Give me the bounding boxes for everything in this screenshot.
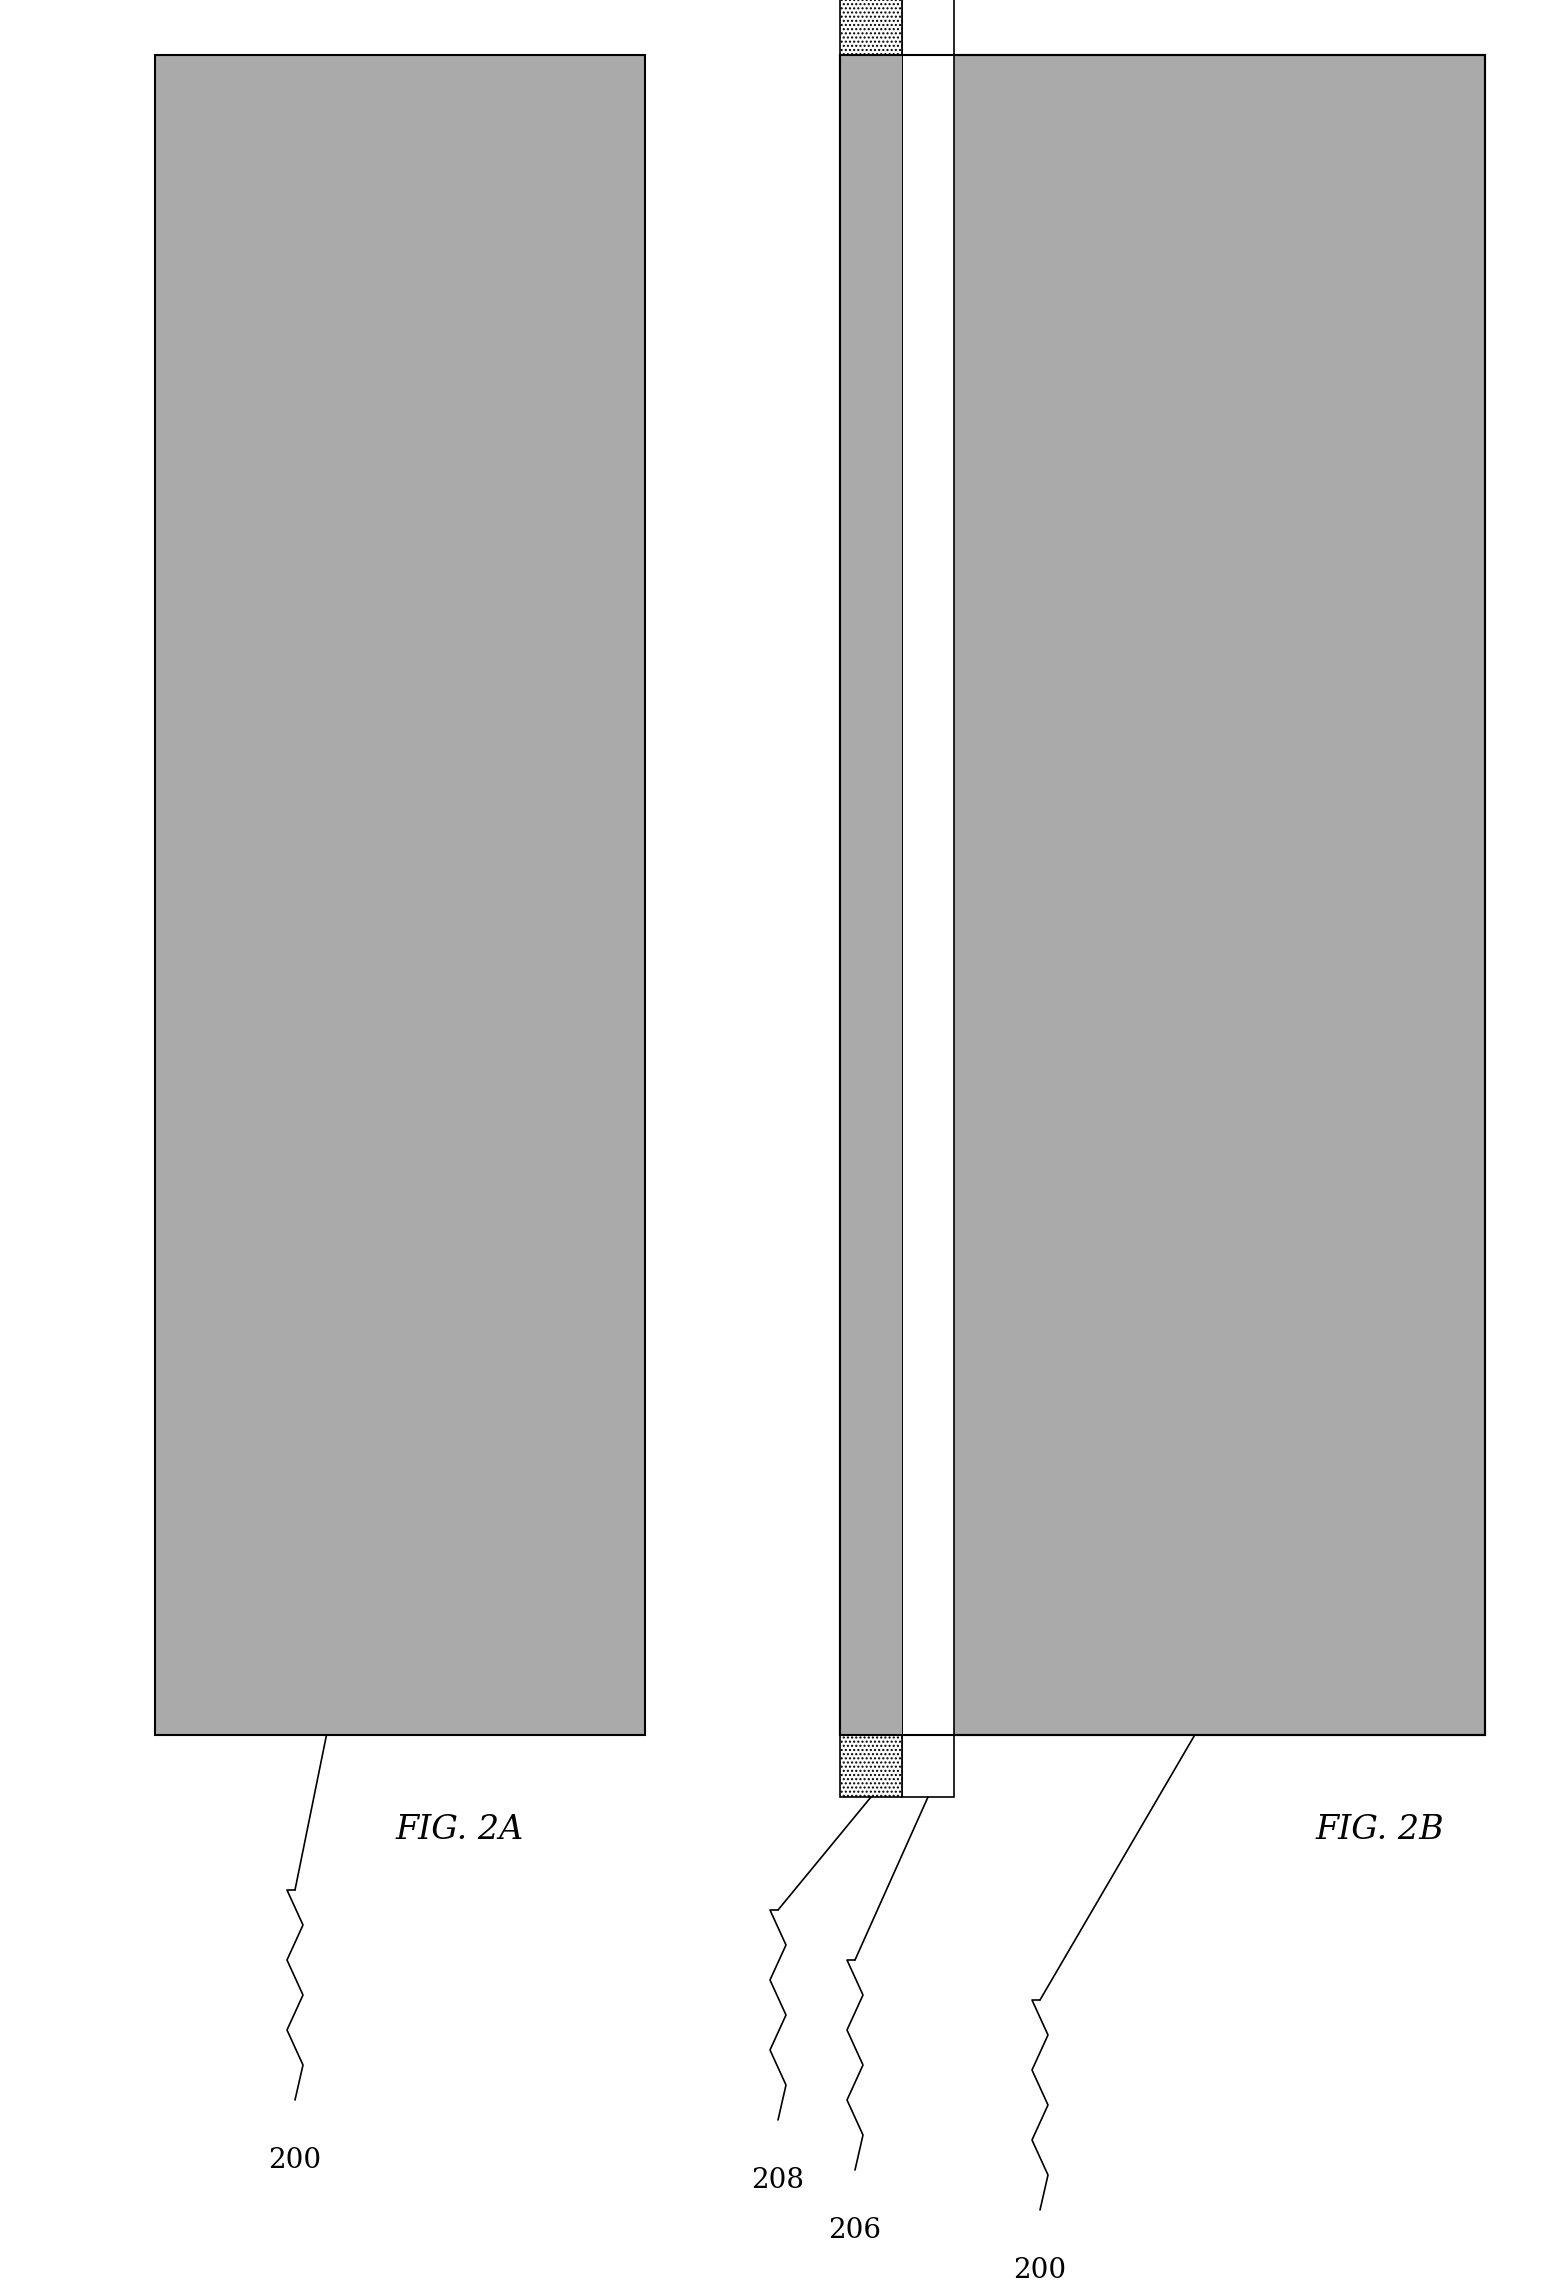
Text: FIG. 2A: FIG. 2A — [395, 1813, 524, 1845]
Bar — [840, 55, 902, 1735]
Text: 208: 208 — [751, 2166, 804, 2194]
Bar — [840, 55, 1485, 1735]
Text: FIG. 2B: FIG. 2B — [1316, 1813, 1444, 1845]
Text: 200: 200 — [1013, 2256, 1066, 2284]
Text: 200: 200 — [268, 2146, 321, 2173]
Bar — [840, 55, 1485, 1735]
Bar — [840, 0, 902, 1797]
Bar — [902, 0, 953, 1797]
Text: 206: 206 — [828, 2217, 881, 2245]
Bar — [155, 55, 644, 1735]
